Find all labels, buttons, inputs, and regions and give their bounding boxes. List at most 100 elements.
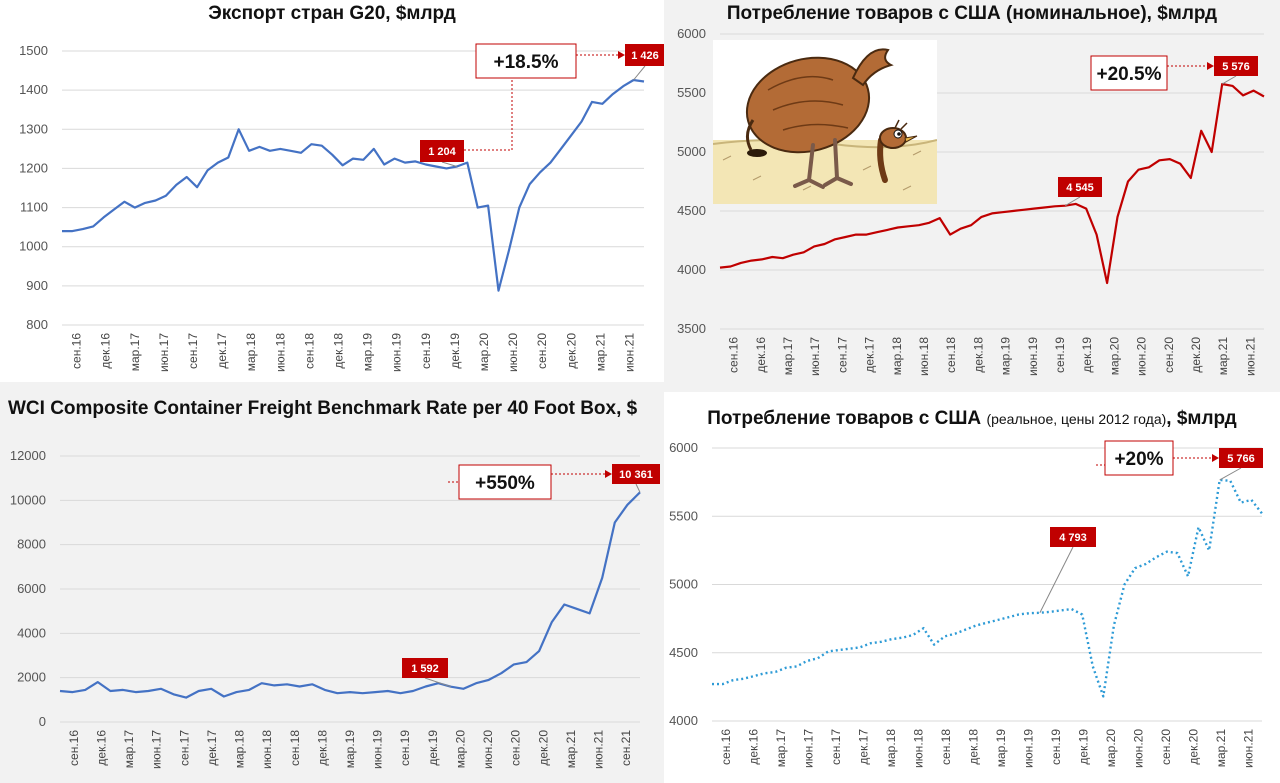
x-tick-label: июн.21 xyxy=(1241,729,1255,768)
x-tick-label: июн.19 xyxy=(1026,337,1040,376)
y-tick-label: 12000 xyxy=(10,448,46,463)
leader-line xyxy=(1039,546,1074,613)
x-tick-label: июн.17 xyxy=(801,729,815,768)
y-tick-label: 5500 xyxy=(677,85,706,100)
chart-panel-g20-exports: 800 900 1000 1100 1200 1300 1400 1500 сен.16 дек.… xyxy=(0,0,664,382)
chart-title-wci-freight: WCI Composite Container Freight Benchmar… xyxy=(8,398,638,419)
start-value-label: 1 592 xyxy=(411,663,439,675)
y-tick-label: 1300 xyxy=(19,121,48,136)
y-tick-label: 1100 xyxy=(20,200,48,215)
leader-line xyxy=(424,677,452,688)
x-tick-label: сен.20 xyxy=(535,333,549,369)
x-tick-label: дек.16 xyxy=(746,729,760,765)
x-tick-label: дек.16 xyxy=(99,333,113,369)
x-tick-label: сен.19 xyxy=(398,730,412,766)
x-tick-label: сен.18 xyxy=(288,730,302,766)
x-tick-label: мар.20 xyxy=(477,333,491,372)
y-tick-label: 1000 xyxy=(19,239,48,254)
leader-line xyxy=(633,65,646,81)
series-line xyxy=(719,82,1265,285)
change-box xyxy=(458,464,552,500)
chart-title-us-consumption-real: Потребление товаров с США (реальное, цен… xyxy=(664,408,1280,430)
x-tick-label: сен.16 xyxy=(70,333,84,369)
y-tick-label: 4500 xyxy=(677,203,706,218)
start-value-box xyxy=(402,658,448,678)
x-tick-label: мар.21 xyxy=(593,333,607,372)
y-tick-label: 3500 xyxy=(677,321,706,336)
start-value-box xyxy=(1058,177,1102,197)
kiwi-bird-cartoon-image xyxy=(713,40,937,204)
x-tick-label: сен.17 xyxy=(829,729,843,765)
arrow-head xyxy=(618,51,625,59)
x-tick-label: мар.19 xyxy=(999,337,1013,376)
y-tick-label: 2000 xyxy=(17,670,46,685)
x-tick-label: дек.17 xyxy=(215,333,229,369)
x-tick-label: мар.18 xyxy=(244,333,258,372)
y-tick-label: 4000 xyxy=(677,262,706,277)
chart-svg-g20-exports: 800 900 1000 1100 1200 1300 1400 1500 сен.16 дек.… xyxy=(19,43,664,372)
x-tick-label: мар.19 xyxy=(361,333,375,372)
start-value-box xyxy=(420,140,464,162)
x-tick-label: мар.17 xyxy=(122,730,136,769)
leader-line xyxy=(635,483,641,493)
y-tick-label: 4000 xyxy=(17,625,46,640)
change-percent-label: +20% xyxy=(1114,449,1163,470)
x-tick-label: сен.17 xyxy=(835,337,849,373)
x-tick-label: июн.18 xyxy=(911,729,925,768)
x-tick-label: дек.20 xyxy=(1186,729,1200,765)
x-tick-label: дек.19 xyxy=(1080,337,1094,373)
y-tick-label: 0 xyxy=(39,714,46,729)
x-tick-label: сен.19 xyxy=(1049,729,1063,765)
x-tick-label: сен.19 xyxy=(419,333,433,369)
x-tick-label: июн.20 xyxy=(481,730,495,769)
y-tick-label: 800 xyxy=(26,317,48,332)
start-value-label: 4 545 xyxy=(1066,182,1094,194)
start-value-label: 1 204 xyxy=(428,146,456,158)
x-tick-label: мар.18 xyxy=(890,337,904,376)
x-tick-label: июн.19 xyxy=(1021,729,1035,768)
start-value-label: 4 793 xyxy=(1059,532,1087,544)
change-percent-label: +550% xyxy=(475,473,535,494)
end-value-box xyxy=(1214,56,1258,76)
x-tick-label: мар.17 xyxy=(781,337,795,376)
change-percent-label: +18.5% xyxy=(494,52,559,73)
x-tick-label: сен.16 xyxy=(727,337,741,373)
x-tick-label: сен.18 xyxy=(302,333,316,369)
start-value-box xyxy=(1050,527,1096,547)
x-tick-label: дек.19 xyxy=(1076,729,1090,765)
leader-line xyxy=(1064,196,1081,207)
x-tick-label: сен.17 xyxy=(186,333,200,369)
end-value-label: 5 766 xyxy=(1227,453,1255,465)
x-tick-label: июн.18 xyxy=(260,730,274,769)
x-tick-label: дек.17 xyxy=(856,729,870,765)
x-tick-label: сен.16 xyxy=(719,729,733,765)
x-tick-label: сен.19 xyxy=(1053,337,1067,373)
x-tick-label: июн.18 xyxy=(273,333,287,372)
x-tick-label: дек.17 xyxy=(205,730,219,766)
change-box xyxy=(1090,55,1168,91)
y-tick-label: 6000 xyxy=(669,440,698,455)
x-tick-label: сен.18 xyxy=(944,337,958,373)
chart-panel-wci-freight: 0 2000 4000 6000 8000 10000 12000 сен.16 дек.16 м… xyxy=(0,382,664,783)
x-tick-label: дек.17 xyxy=(863,337,877,373)
x-tick-label: сен.20 xyxy=(509,730,523,766)
leader-line xyxy=(1219,467,1242,481)
y-tick-label: 1400 xyxy=(19,82,48,97)
x-tick-label: сен.17 xyxy=(177,730,191,766)
chart-svg-us-consumption-real: 4000 4500 5000 5500 6000 сен.16 дек.16 мар.17 ию… xyxy=(669,440,1263,768)
x-tick-label: сен.21 xyxy=(619,730,633,766)
chart-panel-us-consumption-nominal: 3500 4000 4500 5000 5500 6000 сен.16 дек.16 мар.… xyxy=(664,0,1280,392)
change-box xyxy=(1104,440,1174,476)
end-value-box xyxy=(625,44,664,66)
x-tick-label: мар.21 xyxy=(564,730,578,769)
y-tick-label: 1500 xyxy=(19,43,48,58)
y-tick-label: 6000 xyxy=(17,581,46,596)
x-tick-label: мар.19 xyxy=(343,730,357,769)
y-tick-label: 10000 xyxy=(10,492,46,507)
x-tick-label: июн.19 xyxy=(390,333,404,372)
x-tick-label: июн.17 xyxy=(808,337,822,376)
arrow-head xyxy=(1212,454,1219,462)
chart-svg-us-consumption-nominal: 3500 4000 4500 5000 5500 6000 сен.16 дек.16 мар.… xyxy=(677,26,1265,376)
x-tick-label: дек.19 xyxy=(448,333,462,369)
x-tick-label: дек.18 xyxy=(315,730,329,766)
